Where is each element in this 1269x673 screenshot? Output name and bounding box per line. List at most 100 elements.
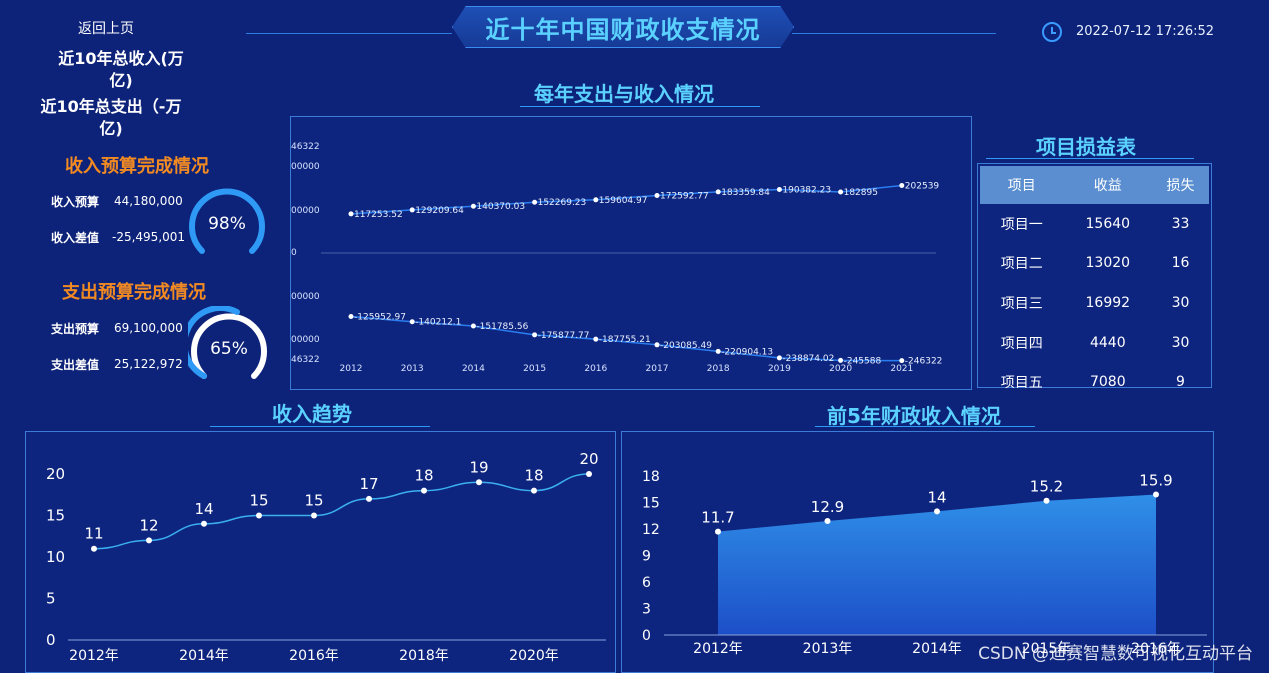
x-tick-label: 2014年 (179, 648, 229, 664)
area-point (1153, 491, 1159, 498)
expense-data-label: -151785.56 (476, 322, 528, 332)
expense-point (593, 336, 599, 342)
income-gauge-text: 98% (208, 214, 246, 234)
y-tick-label: 6 (642, 575, 651, 591)
income-data-label: 117253.52 (354, 210, 403, 220)
expense-diff-label: 支出差值 (51, 358, 100, 372)
income-budget-label: 收入预算 (51, 195, 100, 209)
trend-chart: 0 5 10 15 20 11 12 14 15 15 17 18 19 18 20 2012年 2014年 20… (46, 450, 606, 664)
x-tick-label: 2013 (401, 364, 424, 374)
x-tick-label: 2018年 (399, 648, 449, 664)
area-point (715, 528, 721, 535)
trend-data-label: 12 (139, 516, 158, 534)
total-expense-label: 近10年总支出（-万亿) (40, 97, 182, 138)
table-cell: 30 (1171, 334, 1190, 351)
y-tick-label: 00000 (291, 292, 320, 302)
income-point (593, 197, 599, 203)
header-cell: 收益 (1063, 166, 1152, 204)
y-tick-label: 00000 (291, 162, 320, 172)
trend-data-label: 18 (414, 467, 433, 485)
area-data-label: 14 (927, 488, 946, 506)
income-budget-title: 收入预算完成情况 (65, 156, 209, 177)
table-cell: 16992 (1085, 294, 1131, 311)
y-tick-label: 46322 (291, 355, 320, 365)
y-tick-label: 3 (642, 602, 651, 618)
x-tick-label: 2016 (584, 364, 607, 374)
trend-title-line (210, 426, 430, 427)
trend-data-label: 15 (304, 492, 323, 510)
trend-series-line (93, 473, 590, 550)
header-cell: 损失 (1152, 166, 1209, 204)
income-point (409, 207, 415, 213)
page-title: 近十年中国财政收支情况 (485, 15, 761, 44)
income-series-line (350, 184, 902, 215)
trend-data-label: 19 (469, 458, 488, 476)
expense-data-label: -125952.97 (354, 313, 406, 323)
x-tick-label: 2014 (462, 364, 485, 374)
income-point (899, 182, 905, 188)
x-tick-label: 2019 (768, 364, 791, 374)
profit-table: 项目 收益 损失 项目一 15640 33 项目二 13020 16 项目三 1… (980, 166, 1209, 402)
trend-point (476, 479, 482, 486)
trend-data-label: 18 (524, 467, 543, 485)
income-data-label: 159604.97 (599, 196, 648, 206)
table-cell: 项目四 (1000, 335, 1043, 352)
y-tick-label: 15 (642, 496, 660, 512)
header-cell: 项目 (980, 166, 1064, 204)
trend-point (366, 495, 372, 502)
profit-table-header: 项目 收益 损失 (980, 166, 1209, 204)
y-tick-label: 5 (46, 590, 56, 608)
y-tick-label: 12 (642, 522, 660, 538)
y-tick-label: 46322 (291, 142, 320, 152)
table-cell: 7080 (1089, 374, 1126, 391)
yearly-chart: 4632200000000000000000000046322117253.52… (291, 142, 942, 374)
x-tick-label: 2016年 (1131, 641, 1181, 657)
datetime: 2022-07-12 17:26:52 (1076, 24, 1215, 39)
five-year-chart-panel: 0 3 6 9 12 15 18 11.7 12.9 14 15.2 15.9 2012年 2013年 20… (621, 431, 1214, 673)
trend-point (531, 487, 537, 494)
income-data-label: 140370.03 (476, 202, 525, 212)
clock-icon (1042, 22, 1062, 42)
y-tick-label: 18 (642, 469, 660, 485)
expense-point (715, 348, 721, 354)
x-tick-label: 2012 (340, 364, 363, 374)
table-cell: 13020 (1085, 255, 1131, 272)
income-data-label: 183359.84 (721, 188, 770, 198)
x-tick-label: 2016年 (289, 648, 339, 664)
expense-data-label: -203085.49 (660, 341, 712, 351)
x-tick-label: 2015年 (1022, 641, 1072, 657)
expense-data-label: -140212.1 (415, 318, 461, 328)
table-cell: 9 (1176, 374, 1185, 391)
table-row: 项目一 15640 33 (980, 204, 1209, 244)
income-data-label: 182895 (844, 188, 878, 198)
trend-point (91, 545, 97, 552)
y-tick-label: 0 (46, 631, 56, 649)
table-cell: 30 (1171, 294, 1190, 311)
total-income-label: 近10年总收入(万亿) (58, 49, 184, 90)
income-gauge: 98% (189, 188, 265, 254)
y-tick-label: 10 (46, 548, 65, 566)
header-line-right (792, 33, 996, 34)
five-year-chart-title: 前5年财政收入情况 (827, 404, 1001, 428)
expense-data-label: -187755.21 (599, 335, 651, 345)
area-data-label: 11.7 (701, 509, 734, 527)
x-tick-label: 2020 (829, 364, 852, 374)
income-point (715, 189, 721, 195)
expense-data-label: -220904.13 (721, 347, 773, 357)
table-row: 项目四 4440 30 (980, 323, 1209, 363)
profit-table-title: 项目损益表 (1036, 135, 1136, 159)
table-row: 项目三 16992 30 (980, 283, 1209, 323)
trend-point (586, 471, 592, 477)
expense-budget-title: 支出预算完成情况 (62, 282, 206, 303)
back-link[interactable]: 返回上页 (78, 21, 134, 37)
area-point (1043, 497, 1050, 504)
x-tick-label: 2018 (707, 364, 730, 374)
x-tick-label: 2012年 (69, 648, 119, 664)
expense-gauge-text: 65% (210, 339, 248, 359)
trend-point (256, 512, 262, 519)
area-data-label: 15.9 (1139, 472, 1172, 490)
expense-point (899, 358, 905, 364)
y-tick-label: 0 (642, 628, 651, 644)
y-tick-label: 9 (642, 549, 651, 565)
page-title-box: 近十年中国财政收支情况 (452, 6, 794, 48)
